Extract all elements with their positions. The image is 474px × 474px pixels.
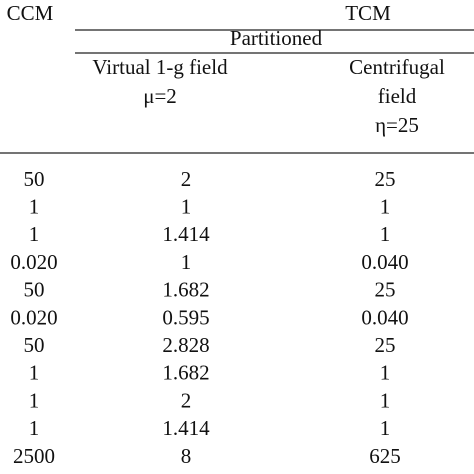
header-col2: μ=2	[143, 84, 177, 108]
cell: 2.828	[162, 333, 209, 357]
header-col3: η=25	[375, 113, 419, 137]
cell: 50	[24, 333, 45, 357]
cell: 1.682	[162, 278, 209, 302]
cell: 0.020	[10, 250, 57, 274]
cell: 25	[375, 333, 396, 357]
cell: 1	[29, 195, 40, 219]
header-tcm: TCM	[345, 1, 391, 25]
cell: 1	[29, 361, 40, 385]
cell: 1	[29, 222, 40, 246]
header-partitioned: Partitioned	[230, 26, 323, 50]
cell: 0.040	[361, 250, 408, 274]
cell: 50	[24, 167, 45, 191]
cell: 2	[181, 167, 192, 191]
header-col2: Virtual 1-g field	[92, 55, 228, 79]
cell: 1	[380, 195, 391, 219]
cell: 0.595	[162, 305, 209, 329]
header-ccm: CCM	[7, 1, 54, 25]
cell: 1	[29, 388, 40, 412]
cell: 50	[24, 278, 45, 302]
cell: 2500	[13, 444, 55, 468]
header-col3: Centrifugal	[349, 55, 445, 79]
cell: 0.040	[361, 305, 408, 329]
cell: 25	[375, 167, 396, 191]
cell: 1	[380, 361, 391, 385]
cell: 1	[181, 195, 192, 219]
cell: 1	[181, 250, 192, 274]
cell: 25	[375, 278, 396, 302]
cell: 1.414	[162, 416, 210, 440]
cell: 1.414	[162, 222, 210, 246]
cell: 625	[369, 444, 401, 468]
cell: 0.020	[10, 305, 57, 329]
cell: 1	[380, 388, 391, 412]
header-col3: field	[378, 84, 417, 108]
cell: 1.682	[162, 361, 209, 385]
cell: 8	[181, 444, 192, 468]
cell: 1	[380, 416, 391, 440]
cell: 1	[380, 222, 391, 246]
cell: 1	[29, 416, 40, 440]
cell: 2	[181, 388, 192, 412]
